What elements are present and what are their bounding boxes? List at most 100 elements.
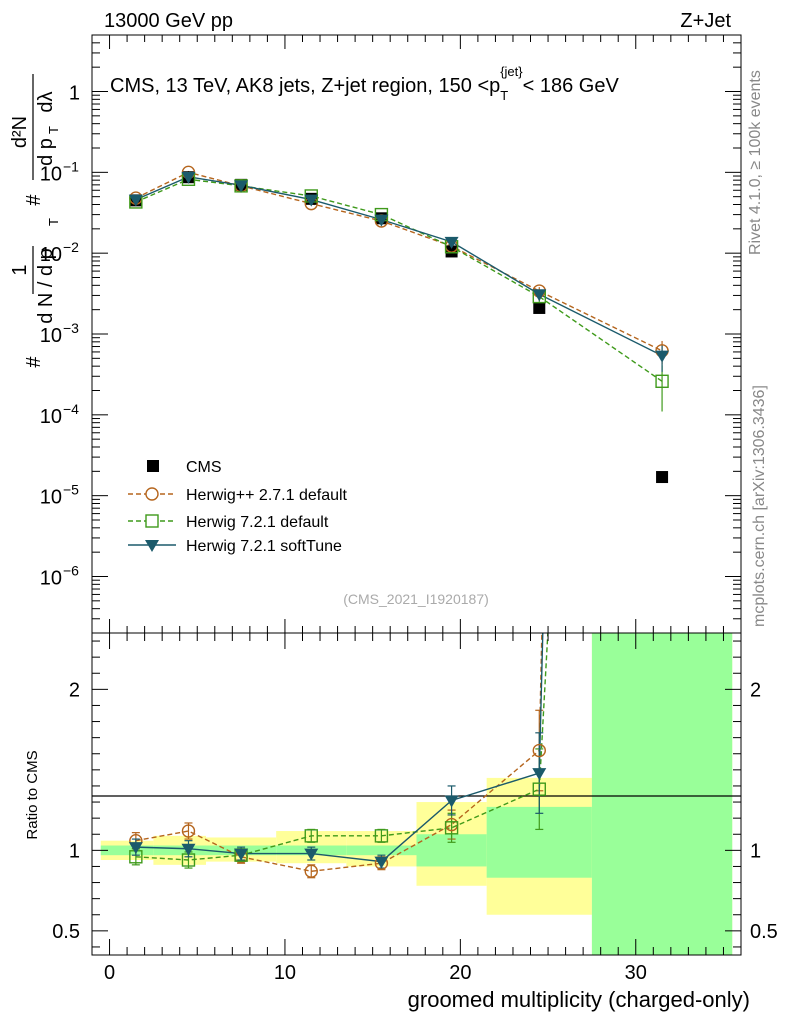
ratio-point-herwig721 — [444, 821, 459, 835]
main-ytick-label: 10 — [40, 406, 62, 428]
main-point-softtune — [374, 214, 389, 227]
ylabel-one: 1 — [9, 264, 31, 275]
ratio-xtick-label: 30 — [625, 962, 647, 984]
main-point-softtune — [532, 289, 547, 302]
ratio-band-stat — [346, 845, 417, 856]
main-title: CMS, 13 TeV, AK8 jets, Z+jet region, 150… — [110, 64, 619, 103]
ratio-uncertainty-bands — [100, 633, 733, 955]
ratio-point-herwig721 — [181, 853, 196, 867]
ylabel-T2: T — [46, 126, 61, 134]
legend-label-herwigpp: Herwig++ 2.7.1 default — [186, 487, 348, 504]
main-ytick-label: 10 — [40, 567, 62, 589]
title-sup: {jet} — [500, 64, 523, 79]
ylabel-den1: d N / d p — [35, 248, 57, 324]
mcplots-label: mcplots.cern.ch [arXiv:1306.3436] — [751, 385, 768, 627]
ratio-xtick-label: 0 — [104, 962, 115, 984]
ratio-y-label: Ratio to CMS — [24, 750, 41, 839]
ratio-series-lines — [131, 633, 549, 879]
ratio-ytick-label-left: 1 — [69, 840, 80, 862]
ratio-xtick-label: 20 — [449, 962, 471, 984]
ratio-point-softtune — [181, 843, 196, 856]
main-series-markers — [128, 165, 670, 484]
main-line-herwigpp — [135, 171, 663, 352]
legend-marker-softtune — [145, 540, 159, 552]
main-ytick-exponent: −1 — [63, 158, 79, 174]
ratio-point-softtune — [374, 856, 389, 869]
main-point-softtune — [181, 171, 196, 184]
main-ytick-exponent: −5 — [63, 482, 79, 498]
main-point-cms — [533, 301, 546, 314]
ratio-point-herwigpp — [304, 864, 318, 878]
ratio-ytick-label-right: 0.5 — [750, 921, 778, 943]
main-point-softtune — [304, 194, 319, 207]
main-point-softtune — [234, 180, 249, 193]
title-sub: T — [500, 88, 508, 103]
ratio-point-herwig721 — [532, 782, 546, 796]
ratio-ytick-label-left: 0.5 — [52, 921, 80, 943]
ratio-line-herwigpp — [135, 633, 543, 872]
main-series-lines — [135, 170, 663, 412]
ratio-line-softtune — [135, 633, 544, 863]
legend-marker-herwig721 — [145, 514, 159, 528]
rivet-label: Rivet 4.1.0, ≥ 100k events — [747, 70, 764, 255]
ratio-point-softtune — [444, 795, 459, 808]
main-line-herwig721 — [135, 178, 663, 382]
ratio-ytick-label-right: 1 — [750, 840, 761, 862]
legend: CMS Herwig++ 2.7.1 default Herwig 7.2.1 … — [128, 459, 348, 555]
ylabel-T1: T — [46, 218, 61, 226]
ylabel-dlambda: dλ — [35, 91, 57, 112]
main-point-cms — [445, 245, 458, 258]
main-ytick-label: 10 — [40, 325, 62, 347]
ylabel-hash-1: # — [23, 356, 45, 368]
ratio-point-softtune — [304, 848, 319, 861]
ratio-axes: 0 10 20 30 0.5 0.5 1 1 2 2 — [52, 633, 778, 984]
ratio-xtick-label: 10 — [274, 962, 296, 984]
main-point-softtune — [444, 236, 459, 249]
ratio-line-herwig721 — [135, 633, 549, 861]
watermark: (CMS_2021_I1920187) — [343, 591, 489, 607]
ratio-point-herwig721 — [374, 829, 389, 843]
legend-label-herwig721: Herwig 7.2.1 default — [186, 514, 329, 531]
main-ytick-label: 10 — [40, 487, 62, 509]
header-right: Z+Jet — [680, 10, 731, 32]
ratio-ytick-label-left: 2 — [69, 679, 80, 701]
main-point-softtune — [655, 350, 670, 363]
legend-marker-cms — [147, 460, 159, 472]
ratio-point-softtune — [128, 842, 143, 855]
main-ytick-exponent: −2 — [63, 239, 79, 255]
ratio-band-stat — [153, 845, 207, 856]
legend-label-cms: CMS — [186, 459, 222, 476]
legend-label-softtune: Herwig 7.2.1 softTune — [186, 538, 342, 555]
ratio-ytick-label-right: 2 — [750, 679, 761, 701]
header-left: 13000 GeV pp — [104, 10, 233, 32]
main-axes: 110−110−210−310−410−510−6 — [40, 34, 742, 634]
main-ytick-exponent: −4 — [63, 401, 79, 417]
main-line-softtune — [135, 176, 663, 357]
main-ytick-label: 10 — [40, 163, 62, 185]
main-ytick-exponent: −6 — [63, 562, 79, 578]
x-axis-label: groomed multiplicity (charged-only) — [408, 987, 750, 1012]
ylabel-num: d²N — [9, 116, 31, 148]
main-point-cms — [656, 471, 669, 484]
ratio-frame — [91, 632, 742, 956]
ratio-point-herwigpp — [532, 743, 546, 758]
main-ytick-label: 1 — [69, 83, 80, 105]
ratio-point-softtune — [532, 768, 547, 781]
main-ytick-exponent: −3 — [63, 320, 79, 336]
ratio-band-stat — [591, 633, 733, 955]
main-point-herwig721 — [655, 374, 669, 388]
title-pre: CMS, 13 TeV, AK8 jets, Z+jet region, 150… — [110, 75, 500, 97]
ylabel-den2: d p — [35, 138, 57, 166]
ratio-point-herwig721 — [304, 829, 318, 843]
main-point-softtune — [128, 194, 143, 207]
main-y-label: 1 # d N / d p T # d²N d p T dλ — [9, 74, 61, 368]
ratio-point-softtune — [234, 848, 249, 861]
ratio-series-markers — [128, 743, 547, 878]
title-post: < 186 GeV — [523, 75, 620, 97]
ratio-band-stat — [100, 845, 154, 856]
main-ytick-label: 10 — [40, 244, 62, 266]
ratio-point-herwigpp — [181, 824, 196, 838]
ylabel-hash-2: # — [23, 194, 45, 206]
legend-marker-herwigpp — [145, 487, 159, 501]
